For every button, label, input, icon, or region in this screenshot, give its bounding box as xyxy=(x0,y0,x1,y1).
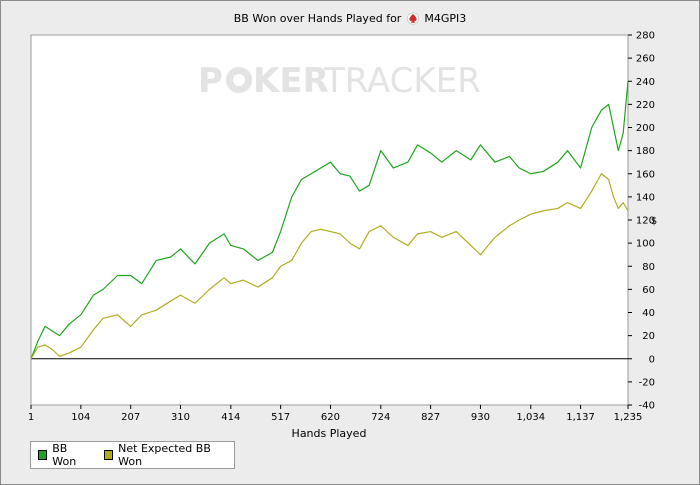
y-tick-label: 20 xyxy=(642,331,655,342)
x-axis: 1 104 207 310 414 517 620 724 827 930 1,034 1,137 1,… xyxy=(28,405,643,423)
x-axis-label: Hands Played xyxy=(292,427,367,440)
legend-item-net-expected: Net Expected BB Won xyxy=(103,442,228,468)
x-tick-label: 310 xyxy=(171,412,190,423)
x-tick-label: 414 xyxy=(221,412,240,423)
legend-swatch-net-expected xyxy=(103,450,114,460)
x-tick-label: 1,235 xyxy=(614,412,643,423)
y-tick-label: 100 xyxy=(636,239,655,250)
y-tick-label: 0 xyxy=(649,354,655,365)
x-tick-label: 1,034 xyxy=(516,412,545,423)
watermark-text-2: KER xyxy=(253,61,329,101)
poker-chip-center-icon xyxy=(233,74,245,86)
y-tick-label: 120 xyxy=(636,216,655,227)
x-tick-label: 724 xyxy=(371,412,390,423)
y-tick-label: 180 xyxy=(636,146,655,157)
player-name: M4GPI3 xyxy=(424,12,467,25)
chart-title: BB Won over Hands Played for M4GPI3 xyxy=(0,12,700,28)
legend-label-bb-won: BB Won xyxy=(52,442,77,468)
series-line-bb-won xyxy=(30,81,629,359)
y-tick-label: 40 xyxy=(642,308,655,319)
x-tick-label: 1,137 xyxy=(566,412,595,423)
watermark-text-3: TRACKER xyxy=(323,61,481,101)
y-axis-unit: $ xyxy=(651,216,657,227)
x-tick-label: 930 xyxy=(471,412,490,423)
series-layer xyxy=(30,81,629,360)
legend-swatch-bb-won xyxy=(38,450,48,460)
y-tick-label: 200 xyxy=(636,123,655,134)
y-tick-label: -40 xyxy=(639,401,655,412)
watermark: P KER TRACKER xyxy=(198,61,481,101)
y-tick-label: 80 xyxy=(642,262,655,273)
y-tick-label: 160 xyxy=(636,169,655,180)
x-tick-label: 620 xyxy=(321,412,340,423)
y-tick-label: -20 xyxy=(639,377,655,388)
y-tick-label: 260 xyxy=(636,54,655,65)
plot-area xyxy=(30,34,629,406)
x-tick-label: 517 xyxy=(271,412,290,423)
legend: BB Won Net Expected BB Won xyxy=(30,441,235,469)
legend-item-bb-won: BB Won xyxy=(38,442,91,468)
red-spade-icon xyxy=(406,12,419,28)
x-tick-label: 1 xyxy=(28,412,34,423)
y-tick-label: 220 xyxy=(636,100,655,111)
y-tick-label: 140 xyxy=(636,192,655,203)
x-tick-label: 207 xyxy=(121,412,140,423)
title-text: BB Won over Hands Played for xyxy=(233,12,402,25)
y-tick-label: 280 xyxy=(636,31,655,42)
y-tick-label: 240 xyxy=(636,77,655,88)
series-line-net-expected xyxy=(30,173,629,360)
y-tick-label: 60 xyxy=(642,285,655,296)
x-tick-label: 827 xyxy=(421,412,440,423)
watermark-text-1: P xyxy=(198,61,223,101)
legend-label-net-expected: Net Expected BB Won xyxy=(118,442,211,468)
y-axis: -40 -20 0 20 40 60 80 100 120 140 160 180 200 220 240 2… xyxy=(628,31,655,412)
x-tick-label: 104 xyxy=(71,412,90,423)
